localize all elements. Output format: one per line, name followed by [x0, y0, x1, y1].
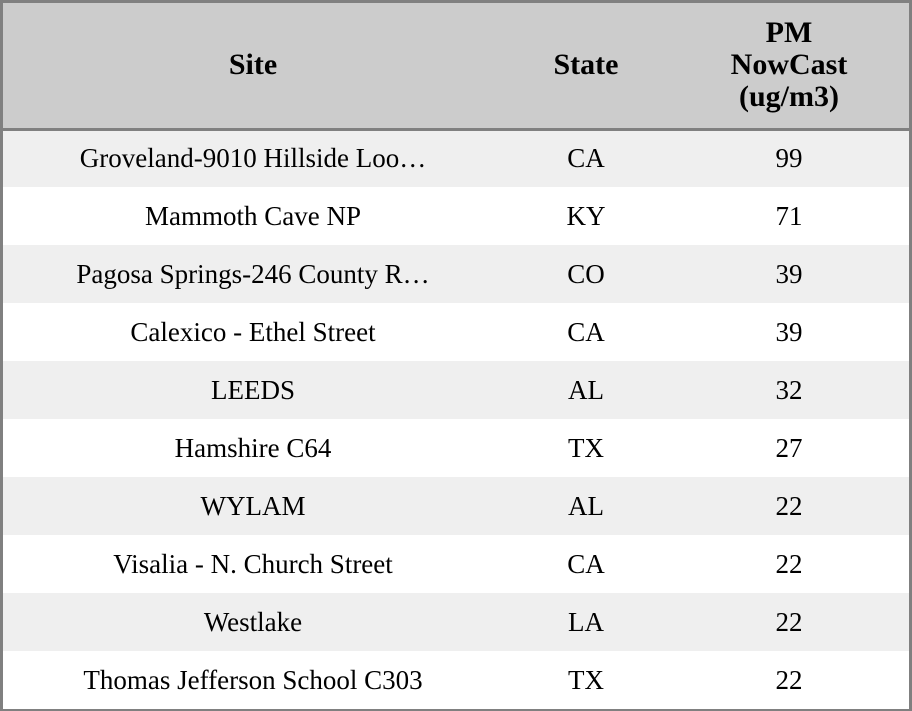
- cell-pm-nowcast: 39: [775, 258, 803, 289]
- cell-state: LA: [568, 606, 604, 637]
- cell-pm-nowcast: 27: [775, 432, 803, 463]
- cell-state: CA: [567, 316, 605, 347]
- cell-site: WYLAM: [200, 490, 306, 521]
- cell-state: KY: [566, 200, 606, 231]
- cell-site: Thomas Jefferson School C303: [83, 664, 423, 695]
- cell-site: Groveland-9010 Hillside Loo…: [79, 143, 427, 174]
- cell-site: Westlake: [203, 606, 303, 637]
- cell-state: TX: [568, 432, 604, 463]
- cell-pm-nowcast: 71: [775, 200, 803, 231]
- table-row[interactable]: Hamshire C64 TX 27: [3, 419, 909, 477]
- table-header: Site State PM NowCast (ug/m3): [3, 3, 909, 131]
- column-header-state[interactable]: State: [503, 3, 669, 131]
- table-row[interactable]: Thomas Jefferson School C303 TX 22: [3, 651, 909, 709]
- cell-site: Calexico - Ethel Street: [130, 316, 376, 347]
- table-row[interactable]: Mammoth Cave NP KY 71: [3, 187, 909, 245]
- cell-site: Mammoth Cave NP: [145, 200, 361, 231]
- table-row[interactable]: Groveland-9010 Hillside Loo… CA 99: [3, 129, 909, 187]
- cell-site: Visalia - N. Church Street: [113, 548, 393, 579]
- cell-state: AL: [568, 490, 604, 521]
- cell-site: Hamshire C64: [174, 432, 332, 463]
- table-row[interactable]: LEEDS AL 32: [3, 361, 909, 419]
- cell-state: CA: [567, 548, 605, 579]
- column-header-pm-nowcast[interactable]: PM NowCast (ug/m3): [669, 3, 909, 131]
- table-row[interactable]: Calexico - Ethel Street CA 39: [3, 303, 909, 361]
- cell-pm-nowcast: 99: [775, 143, 803, 174]
- cell-pm-nowcast: 22: [775, 548, 803, 579]
- table-row[interactable]: WYLAM AL 22: [3, 477, 909, 535]
- table-row[interactable]: Visalia - N. Church Street CA 22: [3, 535, 909, 593]
- pm-nowcast-table: Site State PM NowCast (ug/m3) Groveland-…: [3, 3, 909, 709]
- cell-pm-nowcast: 22: [775, 490, 803, 521]
- cell-pm-nowcast: 32: [775, 374, 803, 405]
- table-row[interactable]: Pagosa Springs-246 County R… CO 39: [3, 245, 909, 303]
- table-row[interactable]: Westlake LA 22: [3, 593, 909, 651]
- column-header-site[interactable]: Site: [3, 3, 503, 131]
- cell-pm-nowcast: 39: [775, 316, 803, 347]
- cell-site: LEEDS: [211, 374, 295, 405]
- table-body: Groveland-9010 Hillside Loo… CA 99 Mammo…: [3, 129, 909, 709]
- cell-state: CO: [567, 258, 605, 289]
- table-header-row: Site State PM NowCast (ug/m3): [3, 3, 909, 131]
- cell-pm-nowcast: 22: [775, 606, 803, 637]
- cell-state: AL: [568, 374, 604, 405]
- cell-pm-nowcast: 22: [775, 664, 803, 695]
- cell-state: TX: [568, 664, 604, 695]
- cell-site: Pagosa Springs-246 County R…: [76, 258, 430, 289]
- cell-state: CA: [567, 143, 605, 174]
